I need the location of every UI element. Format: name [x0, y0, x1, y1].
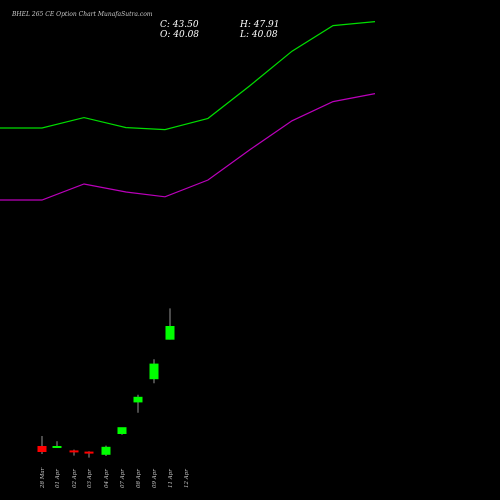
close-value: C: 43.50 [160, 20, 199, 30]
chart-title: BHEL 265 CE Option Chart MunafaSutra.com [11, 11, 153, 18]
candle-body-up [133, 396, 143, 403]
x-axis-ticks: 28 Mar 01 Apr 02 Apr 03 Apr 04 Apr 07 Apr 08 A… [40, 467, 190, 489]
candle-body-down [84, 451, 94, 454]
lower-band-line [0, 93, 376, 201]
candle-body-up [52, 446, 62, 448]
x-tick-label: 12 Apr [184, 469, 190, 488]
x-tick-label: 08 Apr [136, 469, 142, 488]
candles-layer [37, 308, 175, 458]
candle-body-down [69, 450, 79, 453]
open-value: O: 40.08 [160, 30, 199, 40]
x-tick-label: 03 Apr [87, 469, 93, 488]
candle [133, 394, 143, 413]
candle [101, 445, 111, 456]
candle [84, 451, 94, 458]
candle-body-up [117, 427, 127, 434]
x-tick-label: 11 Apr [168, 469, 174, 488]
candle [69, 449, 79, 456]
candle [117, 427, 127, 435]
candle-body-down [37, 446, 47, 452]
x-tick-label: 02 Apr [72, 469, 78, 488]
candle [149, 359, 159, 384]
candle [52, 441, 62, 448]
candle [165, 308, 175, 340]
x-tick-label: 28 Mar [40, 467, 46, 489]
low-value: L: 40.08 [239, 30, 278, 40]
candle-body-up [149, 363, 159, 380]
bands-layer [0, 21, 376, 201]
x-tick-label: 04 Apr [104, 469, 110, 488]
x-tick-label: 07 Apr [120, 469, 126, 488]
candle [37, 436, 47, 454]
x-tick-label: 09 Apr [152, 469, 158, 488]
candle-body-up [165, 326, 175, 340]
upper-band-line [0, 21, 376, 131]
candle-body-up [101, 446, 111, 455]
x-tick-label: 01 Apr [55, 469, 61, 488]
high-value: H: 47.91 [239, 20, 280, 30]
